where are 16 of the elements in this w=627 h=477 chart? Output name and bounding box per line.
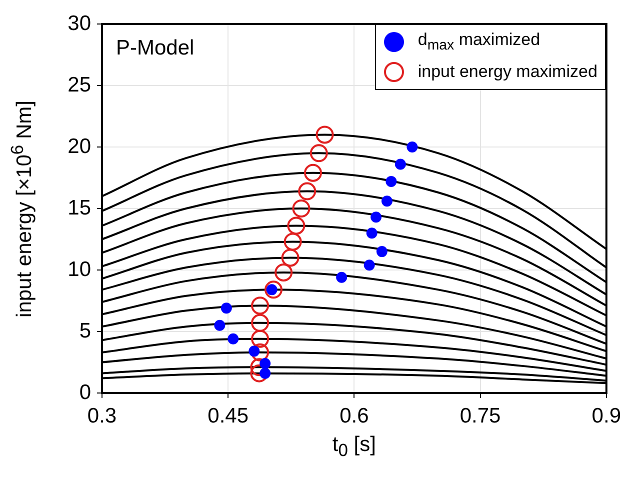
y-tick-label: 0 [79, 380, 91, 404]
x-tick-label: 0.75 [460, 404, 501, 428]
y-tick-label: 30 [68, 12, 91, 35]
x-tick-label: 0.3 [87, 404, 117, 428]
y-tick-label: 10 [68, 258, 91, 281]
y-tick-label: 25 [68, 73, 91, 96]
x-tick-label: 0.9 [592, 404, 622, 428]
legend-label: input energy maximized [418, 62, 598, 82]
x-tick-label: 0.45 [208, 404, 249, 428]
legend-label: d$_{max}$ maximized [418, 30, 540, 54]
x-tick-label: 0.6 [340, 404, 369, 428]
y-tick-label: 5 [79, 319, 91, 342]
x-axis-title: t$_{0}$ [s] [332, 433, 376, 462]
y-tick-label: 20 [68, 134, 91, 158]
annotation: P-Model [116, 36, 194, 60]
y-tick-label: 15 [68, 196, 91, 220]
